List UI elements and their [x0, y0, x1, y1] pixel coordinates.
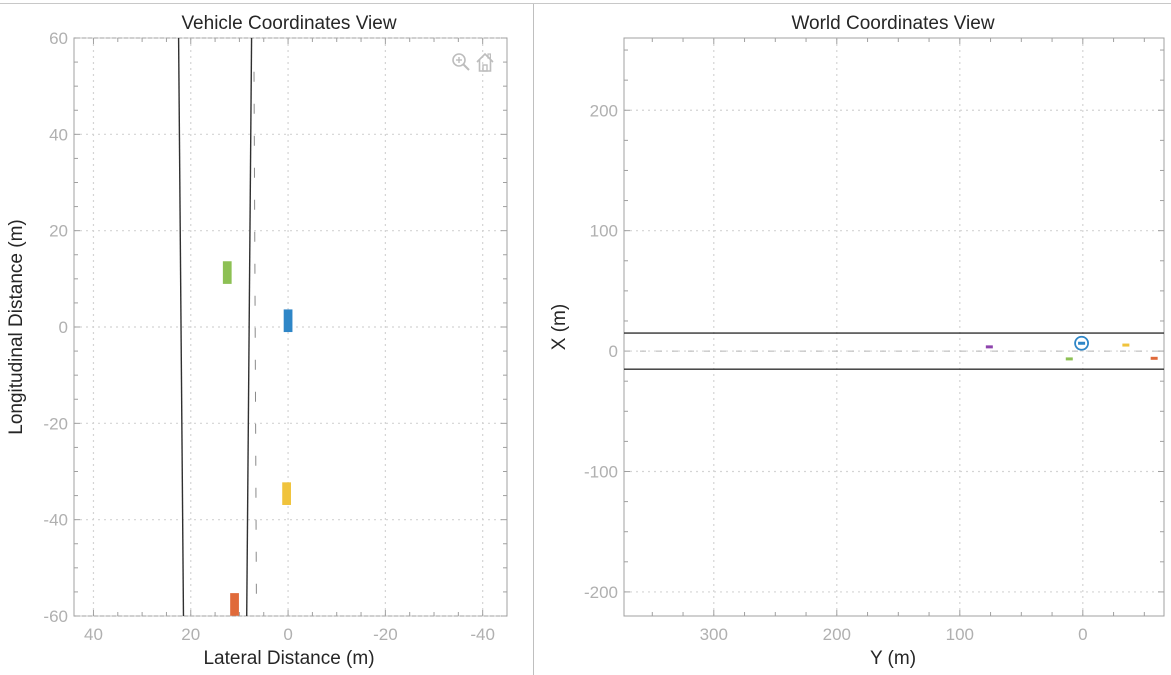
- vehicle-yellow[interactable]: [282, 482, 291, 505]
- axes-toolbar: [451, 51, 495, 73]
- world-vehicle-markers: [985, 335, 1158, 361]
- vehicle-tick-labels: 40 20 0 -20 -40 60 40 20 0 -20 -40 -60: [43, 29, 495, 644]
- vehicle-coordinates-panel: 40 20 0 -20 -40 60 40 20 0 -20 -40 -60 Vehicle Coor…: [6, 13, 508, 669]
- y-tick-label: 20: [49, 222, 68, 241]
- y-tick-label: -20: [43, 414, 68, 433]
- x-tick-label: -20: [373, 625, 398, 644]
- y-tick-label: -40: [43, 511, 68, 530]
- world-tick-marks: [624, 38, 1164, 616]
- world-y-axis-label: X (m): [549, 304, 570, 350]
- panel-divider: [533, 4, 534, 675]
- vehicle-x-axis-label: Lateral Distance (m): [203, 648, 374, 669]
- vehicle-ego[interactable]: [283, 309, 293, 333]
- zoom-in-button[interactable]: [451, 51, 471, 73]
- world-coordinates-panel: 300 200 100 0 200 100 0 -100 -200 World Coordina…: [549, 13, 1165, 669]
- vehicle-y-axis-label: Longitudinal Distance (m): [6, 219, 27, 434]
- x-tick-label: 20: [181, 625, 200, 644]
- vehicle-view-title: Vehicle Coordinates View: [181, 13, 396, 34]
- home-button[interactable]: [475, 51, 495, 73]
- world-x-axis-label: Y (m): [870, 648, 916, 669]
- zoom-in-icon: [452, 53, 470, 71]
- world-vehicle-purple[interactable]: [985, 345, 993, 349]
- y-tick-label: 0: [59, 318, 68, 337]
- x-tick-label: 40: [84, 625, 103, 644]
- vehicle-orange[interactable]: [230, 593, 239, 616]
- y-tick-label: 40: [49, 125, 68, 144]
- y-tick-label: 0: [609, 342, 618, 361]
- vehicle-green[interactable]: [222, 261, 232, 284]
- x-tick-label: 0: [1078, 625, 1087, 644]
- world-vehicle-yellow[interactable]: [1122, 343, 1130, 347]
- world-tick-labels: 300 200 100 0 200 100 0 -100 -200: [584, 101, 1088, 644]
- y-tick-label: 60: [49, 29, 68, 48]
- x-tick-label: -40: [470, 625, 495, 644]
- world-vehicle-green[interactable]: [1065, 357, 1073, 361]
- ego-vehicle-body: [1078, 341, 1086, 345]
- lane-line-solid: [246, 37, 253, 617]
- world-road-lines: [624, 332, 1164, 370]
- home-icon: [476, 52, 494, 72]
- x-tick-label: 300: [700, 625, 728, 644]
- window-top-border: [0, 3, 1171, 4]
- y-tick-label: 100: [590, 222, 618, 241]
- x-tick-label: 100: [946, 625, 974, 644]
- vehicle-markers: [222, 261, 293, 616]
- vehicle-lane-lines: [177, 37, 257, 617]
- lane-line-solid: [177, 37, 185, 617]
- world-view-title: World Coordinates View: [791, 13, 994, 34]
- y-tick-label: -200: [584, 583, 618, 602]
- y-tick-label: -60: [43, 607, 68, 626]
- x-tick-label: 200: [823, 625, 851, 644]
- y-tick-label: -100: [584, 463, 618, 482]
- vehicle-tick-marks: [74, 37, 508, 617]
- y-tick-label: 200: [590, 101, 618, 120]
- x-tick-label: 0: [283, 625, 292, 644]
- world-vehicle-orange[interactable]: [1150, 356, 1158, 360]
